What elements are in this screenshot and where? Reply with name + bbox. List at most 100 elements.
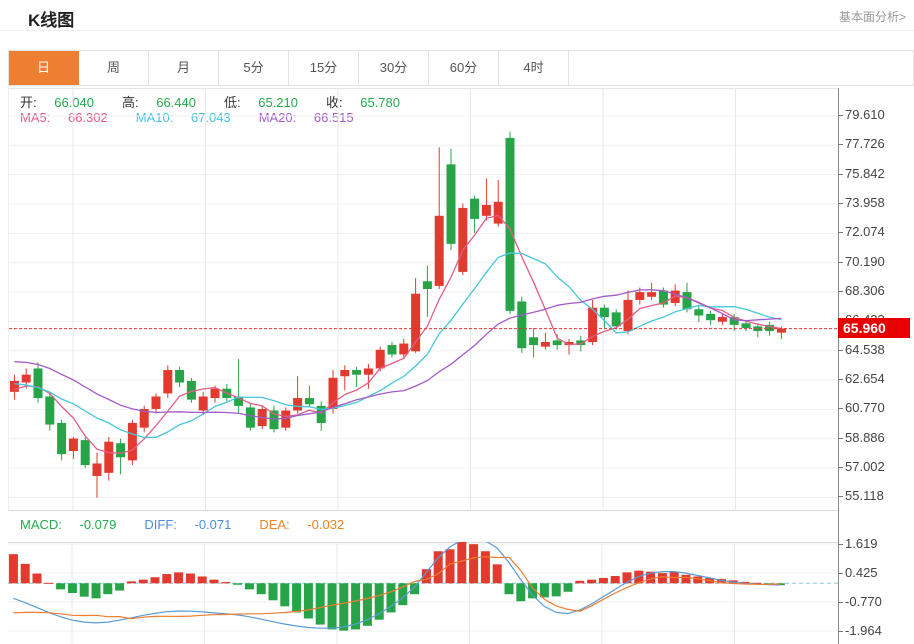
y-axis: 79.610 77.726 75.842 73.958 72.074 70.190 68.3…	[838, 0, 914, 644]
candle-body	[151, 396, 161, 409]
y-axis-line	[838, 88, 839, 644]
macd-bar	[563, 583, 573, 592]
legend-value: 66.440	[156, 95, 196, 110]
macd-bar	[32, 573, 42, 584]
main-chart-pane[interactable]	[8, 88, 839, 511]
legend-label: MA5:	[20, 110, 54, 125]
candle-body	[210, 388, 220, 399]
y-axis-tick	[838, 115, 843, 116]
macd-bar	[610, 576, 620, 584]
legend-label: MA10:	[135, 110, 177, 125]
candle-body	[411, 293, 421, 352]
macd-bar	[716, 578, 726, 584]
macd-bar	[374, 583, 384, 620]
candle-body	[163, 370, 173, 394]
macd-bar	[469, 544, 479, 584]
macd-bar	[162, 574, 172, 584]
candle-body	[269, 410, 279, 430]
candle-body	[375, 349, 385, 369]
macd-bar	[233, 583, 243, 585]
candle-body	[753, 326, 763, 332]
macd-bar	[315, 583, 325, 625]
candle-body	[198, 396, 208, 411]
tab-30分[interactable]: 30分	[359, 51, 429, 85]
macd-bar	[646, 571, 656, 584]
y-axis-label: 64.538	[845, 342, 885, 357]
tab-日[interactable]: 日	[9, 51, 79, 85]
legend-label: MACD:	[20, 517, 66, 532]
candle-body	[670, 290, 680, 304]
macd-pane[interactable]	[8, 542, 838, 644]
fundamental-analysis-link[interactable]: 基本面分析>	[838, 10, 906, 24]
legend-value: 65.780	[360, 95, 400, 110]
legend-item: DIFF: -0.071	[144, 517, 245, 532]
y-axis-label: 75.842	[845, 166, 885, 181]
macd-bar	[445, 549, 455, 584]
page-title: K线图	[28, 11, 75, 30]
y-axis-label: 55.118	[845, 488, 884, 503]
macd-bar	[516, 583, 526, 602]
y-axis-tick	[838, 174, 843, 175]
macd-bar	[598, 577, 608, 584]
legend-label: MA20:	[258, 110, 300, 125]
macd-bar	[410, 583, 420, 595]
candle-body	[682, 292, 692, 310]
legend-value: 66.515	[313, 110, 354, 125]
macd-bar	[244, 583, 254, 590]
y-axis-tick	[838, 408, 843, 409]
macd-bar	[457, 542, 467, 584]
macd-bar	[209, 579, 219, 584]
candle-body	[45, 396, 55, 425]
macd-bar	[587, 579, 597, 584]
macd-bar	[362, 583, 372, 626]
macd-bar	[551, 583, 561, 597]
legend-label: 高:	[122, 95, 143, 110]
legend-item: MACD: -0.079	[20, 517, 130, 532]
macd-bar	[79, 583, 89, 597]
macd-bar	[303, 583, 313, 619]
candle-body	[9, 380, 19, 392]
y-axis-tick	[838, 379, 843, 380]
macd-bar	[327, 583, 337, 630]
macd-legend: MACD: -0.079 DIFF: -0.071 DEA: -0.032	[20, 517, 372, 532]
candle-body	[281, 410, 291, 428]
y-axis-label: -0.770	[845, 594, 882, 609]
tab-15分[interactable]: 15分	[289, 51, 359, 85]
candle-body	[658, 290, 668, 305]
candle-body	[599, 307, 609, 318]
diff-line	[13, 542, 781, 629]
candle-body	[127, 422, 137, 461]
y-axis-label: 0.425	[845, 565, 878, 580]
y-axis-label: 70.190	[845, 254, 885, 269]
tab-周[interactable]: 周	[79, 51, 149, 85]
tab-5分[interactable]: 5分	[219, 51, 289, 85]
tab-4时[interactable]: 4时	[499, 51, 569, 85]
tab-月[interactable]: 月	[149, 51, 219, 85]
macd-chart-canvas[interactable]	[8, 542, 838, 644]
candle-body	[706, 313, 716, 321]
candle-body	[33, 368, 43, 399]
tab-60分[interactable]: 60分	[429, 51, 499, 85]
macd-grid	[8, 542, 838, 644]
candle-body	[576, 340, 586, 346]
current-price-badge: 65.960	[838, 318, 910, 338]
y-axis-label: 68.306	[845, 283, 885, 298]
macd-bar	[138, 579, 148, 584]
macd-bar	[433, 551, 443, 584]
pane-divider-2	[8, 542, 838, 543]
y-axis-tick	[838, 496, 843, 497]
candle-body	[635, 292, 645, 300]
ma-legend: MA5: 66.302 MA10: 67.043 MA20: 66.515	[20, 110, 382, 125]
candle-body	[245, 407, 255, 428]
candlestick-chart-canvas[interactable]	[9, 89, 839, 511]
candle-body	[647, 292, 657, 297]
candle-body	[352, 370, 362, 375]
macd-bar	[174, 572, 184, 584]
legend-value: 66.040	[54, 95, 94, 110]
candle-body	[422, 281, 432, 290]
y-axis-tick	[838, 262, 843, 263]
y-axis-tick	[838, 438, 843, 439]
legend-value: -0.032	[307, 517, 345, 532]
dea-line	[13, 556, 781, 620]
